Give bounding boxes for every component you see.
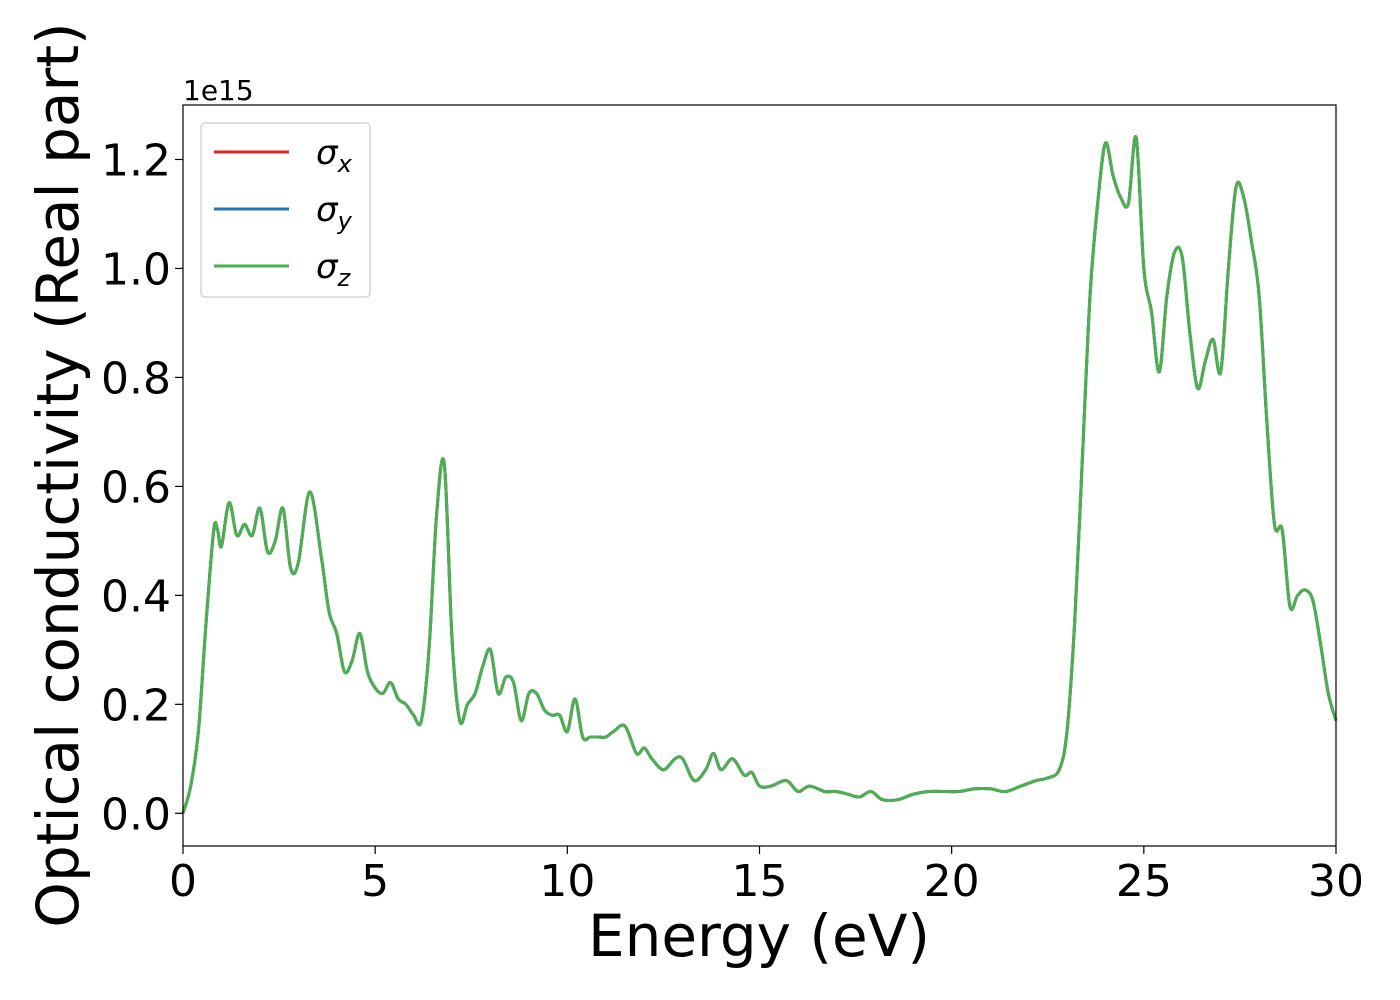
y-axis-ticks: 0.0 0.2 0.4 0.6 0.8 1.0 1.2 [101,135,183,840]
x-tick-label: 20 [924,856,980,907]
x-axis-label: Energy (eV) [588,902,930,970]
y-tick-label: 0.4 [101,571,171,622]
y-tick-label: 0.0 [101,789,171,840]
x-tick-label: 15 [732,856,788,907]
x-tick-label: 5 [361,856,389,907]
series-lines [181,135,1338,814]
y-tick-label: 1.2 [101,135,171,186]
x-tick-label: 0 [169,856,197,907]
x-tick-label: 25 [1116,856,1172,907]
legend: σx σy σz [200,122,371,298]
y-tick-label: 0.8 [101,353,171,404]
y-tick-label: 0.2 [101,680,171,731]
legend-label-sigma-z: σz [316,247,352,292]
y-tick-label: 0.6 [101,462,171,513]
x-axis-ticks: 0 5 10 15 20 25 30 [169,846,1364,907]
legend-label-sigma-x: σx [316,133,353,178]
legend-label-sigma-y: σy [316,190,353,235]
y-offset-label: 1e15 [183,74,254,107]
series-line-sigma-z [181,135,1338,814]
y-axis-label: Optical conductivity (Real part) [24,22,92,927]
plot-area-frame [182,104,1337,847]
x-tick-label: 30 [1308,856,1364,907]
y-tick-label: 1.0 [101,244,171,295]
x-tick-label: 10 [539,856,595,907]
